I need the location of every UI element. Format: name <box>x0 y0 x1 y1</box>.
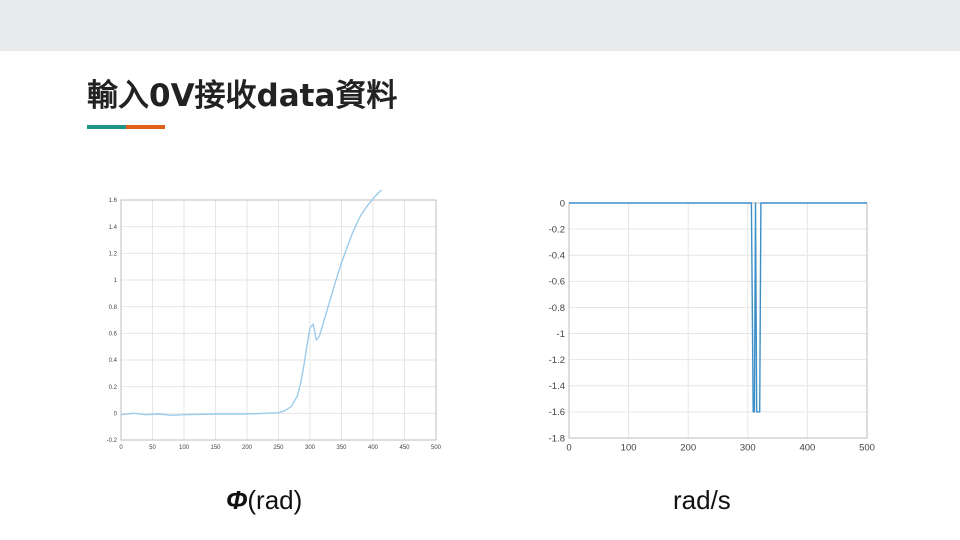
rate-chart: 0 100 200 300 400 500 0 -0.2 -0.4 -0.6 -0.8 -1 -1.2 -… <box>549 198 875 454</box>
grid-lines <box>568 202 868 439</box>
y-tick-label: -1.6 <box>549 407 565 418</box>
phi-chart: 0 50 100 150 200 250 300 350 400 450 500-0.200.20.… <box>107 190 442 451</box>
x-tick-label: 250 <box>273 445 284 451</box>
y-tick-label: 0.2 <box>109 385 118 391</box>
y-tick-labels: 0 -0.2 -0.4 -0.6 -0.8 -1 -1.2 -1.4 -1.6 -1.8 <box>549 198 565 444</box>
y-tick-labels: -0.2 0 0.2 0.4 0.6 0.8 1 1.2 1.4 1.6 <box>107 198 118 444</box>
y-tick-label: 0.8 <box>109 305 118 311</box>
x-tick-label: 500 <box>431 445 442 451</box>
x-tick-label: 500 <box>859 443 875 454</box>
x-tick-label: 400 <box>799 443 815 454</box>
y-tick-label: -1 <box>557 329 565 340</box>
y-tick-label: -0.2 <box>107 438 118 444</box>
y-tick-label: -1.4 <box>549 381 565 392</box>
x-tick-label: 350 <box>336 445 347 451</box>
phi-caption: Φ(rad) <box>226 485 302 516</box>
y-tick-label: 1.4 <box>109 225 118 231</box>
phi-symbol: Φ <box>226 485 248 515</box>
y-tick-label: 0.4 <box>109 358 118 364</box>
slide-title: 輸入0V接收data資料 <box>87 78 398 114</box>
x-tick-labels: 0 100 200 300 400 500 <box>566 443 875 454</box>
x-tick-label: 100 <box>621 443 637 454</box>
x-tick-label: 400 <box>368 445 379 451</box>
x-tick-label: 150 <box>210 445 221 451</box>
top-bar <box>0 0 960 51</box>
y-tick-label: 1 <box>114 278 118 284</box>
grid-lines <box>120 199 437 441</box>
x-tick-label: 450 <box>399 445 410 451</box>
y-tick-label: -0.2 <box>549 224 565 235</box>
y-tick-label: 0 <box>114 411 118 417</box>
y-tick-label: -0.4 <box>549 251 565 262</box>
y-tick-label: 1.2 <box>109 251 118 257</box>
phi-unit: (rad) <box>247 485 303 515</box>
accent-bar-teal <box>87 125 126 129</box>
x-tick-label: 200 <box>680 443 696 454</box>
rate-caption: rad/s <box>673 485 731 515</box>
y-tick-label: -1.2 <box>549 355 565 366</box>
y-tick-label: 0.6 <box>109 331 118 337</box>
x-tick-label: 100 <box>179 445 190 451</box>
x-tick-label: 200 <box>242 445 253 451</box>
series-line-rate <box>569 202 867 413</box>
y-tick-label: 1.6 <box>109 198 118 204</box>
y-tick-label: 0 <box>560 198 565 209</box>
x-tick-label: 300 <box>740 443 756 454</box>
y-tick-label: -0.8 <box>549 303 565 314</box>
accent-bar-orange <box>126 125 165 129</box>
y-tick-label: -1.8 <box>549 433 565 444</box>
x-tick-label: 0 <box>566 443 571 454</box>
y-tick-label: -0.6 <box>549 277 565 288</box>
plot-frame <box>568 202 868 439</box>
plot-frame <box>120 199 437 441</box>
x-tick-label: 0 <box>119 445 123 451</box>
x-tick-label: 300 <box>305 445 316 451</box>
x-tick-labels: 0 50 100 150 200 250 300 350 400 450 500 <box>119 445 441 451</box>
x-tick-label: 50 <box>149 445 156 451</box>
series-line-phi <box>120 190 383 417</box>
